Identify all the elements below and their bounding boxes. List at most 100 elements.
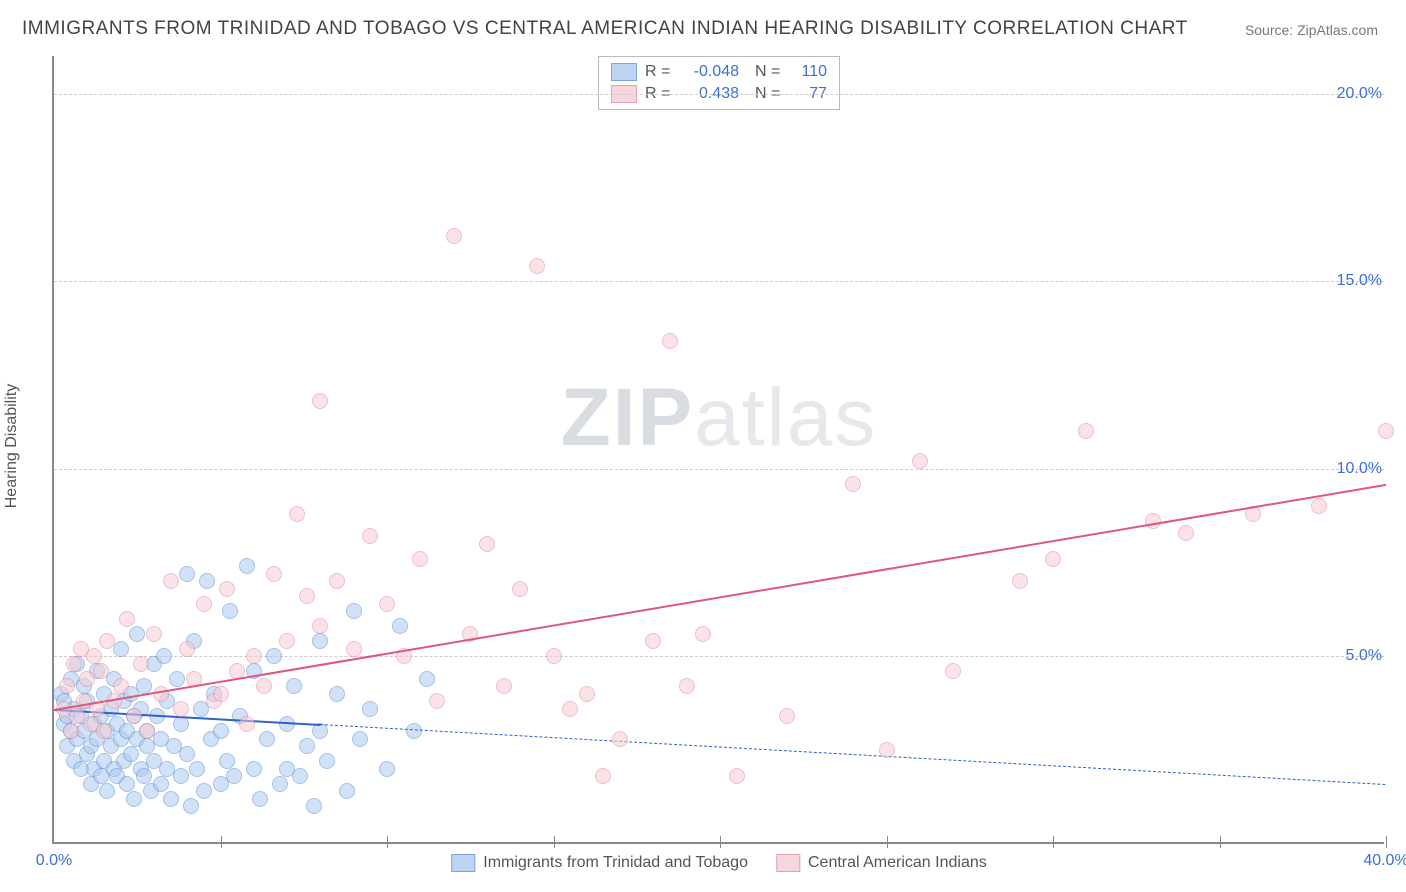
data-point: [512, 581, 528, 597]
legend-n-label: N =: [755, 61, 783, 83]
data-point: [226, 768, 242, 784]
legend-r-value: -0.048: [681, 61, 739, 83]
data-point: [196, 596, 212, 612]
data-point: [319, 753, 335, 769]
data-point: [173, 768, 189, 784]
data-point: [119, 611, 135, 627]
data-point: [173, 701, 189, 717]
legend-swatch: [611, 63, 637, 81]
data-point: [179, 641, 195, 657]
data-point: [113, 678, 129, 694]
data-point: [346, 641, 362, 657]
data-point: [153, 776, 169, 792]
data-point: [259, 731, 275, 747]
x-tick-mark: [1220, 836, 1221, 848]
data-point: [189, 761, 205, 777]
gridline: [54, 281, 1384, 282]
data-point: [912, 453, 928, 469]
data-point: [695, 626, 711, 642]
trend-line: [54, 484, 1386, 711]
correlation-legend: R =-0.048N =110R =0.438N =77: [598, 56, 840, 110]
data-point: [496, 678, 512, 694]
data-point: [59, 678, 75, 694]
data-point: [219, 753, 235, 769]
data-point: [163, 791, 179, 807]
data-point: [419, 671, 435, 687]
data-point: [179, 566, 195, 582]
data-point: [266, 566, 282, 582]
data-point: [1012, 573, 1028, 589]
data-point: [222, 603, 238, 619]
y-tick-label: 5.0%: [1346, 647, 1386, 665]
data-point: [612, 731, 628, 747]
data-point: [312, 723, 328, 739]
data-point: [346, 603, 362, 619]
y-tick-label: 20.0%: [1337, 85, 1386, 103]
data-point: [729, 768, 745, 784]
data-point: [1045, 551, 1061, 567]
data-point: [845, 476, 861, 492]
data-point: [199, 573, 215, 589]
data-point: [1378, 423, 1394, 439]
data-point: [379, 596, 395, 612]
data-point: [239, 558, 255, 574]
x-tick-label: 40.0%: [1363, 852, 1406, 870]
data-point: [579, 686, 595, 702]
data-point: [1178, 525, 1194, 541]
data-point: [529, 258, 545, 274]
data-point: [1311, 498, 1327, 514]
data-point: [289, 506, 305, 522]
data-point: [163, 573, 179, 589]
data-point: [126, 708, 142, 724]
data-point: [119, 776, 135, 792]
y-tick-label: 15.0%: [1337, 272, 1386, 290]
watermark-part1: ZIP: [561, 372, 695, 463]
data-point: [679, 678, 695, 694]
data-point: [136, 768, 152, 784]
data-point: [86, 648, 102, 664]
legend-swatch: [776, 854, 800, 872]
y-axis-label: Hearing Disability: [3, 384, 21, 509]
data-point: [126, 791, 142, 807]
data-point: [362, 701, 378, 717]
data-point: [662, 333, 678, 349]
watermark-part2: atlas: [694, 372, 877, 463]
x-tick-mark: [1386, 836, 1387, 848]
data-point: [329, 573, 345, 589]
data-point: [446, 228, 462, 244]
y-tick-label: 10.0%: [1337, 460, 1386, 478]
scatter-chart: ZIPatlas R =-0.048N =110R =0.438N =77 Im…: [52, 56, 1384, 844]
x-tick-mark: [221, 836, 222, 848]
x-tick-mark: [387, 836, 388, 848]
data-point: [123, 746, 139, 762]
data-point: [246, 648, 262, 664]
legend-n-value: 110: [791, 61, 827, 83]
gridline: [54, 469, 1384, 470]
data-point: [945, 663, 961, 679]
data-point: [139, 723, 155, 739]
data-point: [299, 738, 315, 754]
data-point: [339, 783, 355, 799]
data-point: [183, 798, 199, 814]
chart-title: IMMIGRANTS FROM TRINIDAD AND TOBAGO VS C…: [22, 18, 1188, 40]
data-point: [312, 393, 328, 409]
data-point: [306, 798, 322, 814]
data-point: [412, 551, 428, 567]
data-point: [362, 528, 378, 544]
data-point: [352, 731, 368, 747]
data-point: [196, 783, 212, 799]
data-point: [133, 656, 149, 672]
x-tick-mark: [887, 836, 888, 848]
data-point: [213, 686, 229, 702]
data-point: [299, 588, 315, 604]
data-point: [406, 723, 422, 739]
legend-item: Immigrants from Trinidad and Tobago: [451, 854, 748, 872]
data-point: [146, 626, 162, 642]
data-point: [379, 761, 395, 777]
x-tick-mark: [554, 836, 555, 848]
data-point: [96, 723, 112, 739]
legend-label: Central American Indians: [808, 854, 987, 871]
data-point: [595, 768, 611, 784]
data-point: [99, 783, 115, 799]
data-point: [562, 701, 578, 717]
